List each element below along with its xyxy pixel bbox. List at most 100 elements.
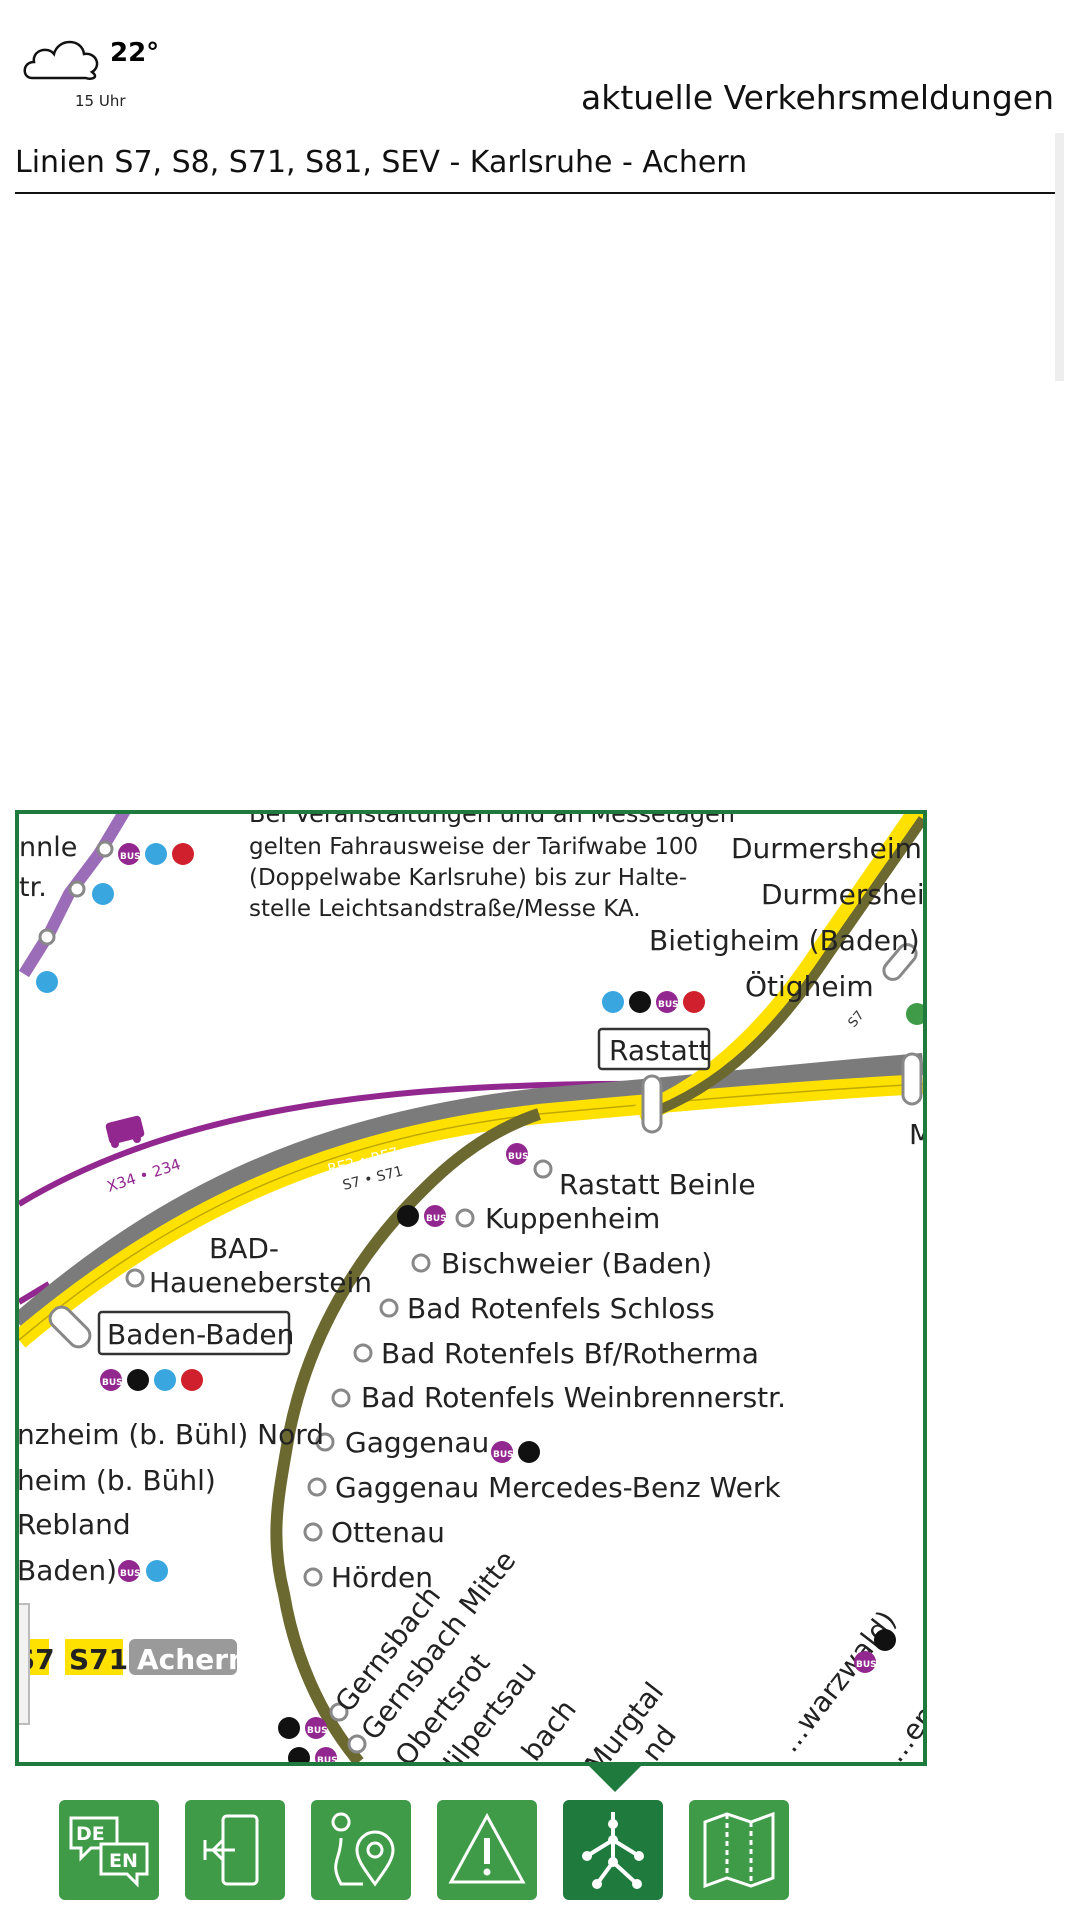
- svg-text:BUS: BUS: [856, 1660, 877, 1670]
- baden-baden-label-box: [97, 1310, 291, 1356]
- map-notice-line: gelten Fahrausweise der Tarifwabe 100: [249, 834, 698, 860]
- route-pin-icon: [331, 1812, 395, 1887]
- bus-icon: [118, 843, 140, 865]
- bus-icon: [854, 1651, 876, 1673]
- play-icon: [154, 1369, 176, 1391]
- station-label: Bietigheim (Baden): [649, 924, 920, 957]
- park-icon: [906, 1003, 923, 1025]
- login-button[interactable]: [185, 1800, 285, 1900]
- alerts-button[interactable]: [437, 1800, 537, 1900]
- taxi-icon: [629, 991, 651, 1013]
- network-map[interactable]: Bei Veranstaltungen und an Messetagen ge…: [15, 810, 927, 1766]
- station-label: heim (b. Bühl): [19, 1464, 216, 1497]
- station-label: Durmersheim N: [731, 832, 923, 865]
- network-map-button[interactable]: [563, 1800, 663, 1900]
- play-icon: [145, 843, 167, 865]
- svg-text:BUS: BUS: [426, 1214, 447, 1224]
- lines-heading: Linien S7, S8, S71, S81, SEV - Karlsruhe…: [15, 135, 1055, 194]
- rastatt-label-box: [597, 1027, 711, 1071]
- play-icon: [92, 883, 114, 905]
- station-marker: [901, 1052, 923, 1106]
- network-map-svg: Bei Veranstaltungen und an Messetagen ge…: [19, 814, 923, 1762]
- station-marker: [96, 840, 114, 858]
- bike-icon: [181, 1369, 203, 1391]
- station-label: Bad Rotenfels Weinbrennerstr.: [361, 1381, 786, 1414]
- station-label: Rebland: [19, 1508, 131, 1541]
- station-marker: [68, 880, 86, 898]
- bus-line: [19, 1080, 650, 1207]
- bus-icon: [118, 1560, 140, 1582]
- phone-login-icon: [203, 1814, 259, 1886]
- station-label: Durmersheim: [761, 878, 923, 911]
- weather-widget: 22° 15 Uhr: [20, 30, 170, 120]
- bike-icon: [683, 991, 705, 1013]
- station-label-rastatt: Rastatt: [609, 1034, 710, 1067]
- page-title: aktuelle Verkehrsmeldungen: [581, 78, 1054, 117]
- svg-text:Achern: Achern: [137, 1643, 248, 1676]
- station-label: ...warzwald): [773, 1604, 903, 1758]
- station-label: Hörden: [331, 1561, 433, 1594]
- svg-text:BUS: BUS: [120, 1569, 141, 1579]
- svg-text:BUS: BUS: [658, 1000, 679, 1010]
- warning-icon: [448, 1812, 526, 1884]
- taxi-icon: [518, 1441, 540, 1463]
- station-label-baden-baden: Baden-Baden: [107, 1318, 294, 1351]
- station-label: tr.: [19, 872, 47, 903]
- station-label: Bad Rotenfels Bf/Rotherma: [381, 1337, 759, 1370]
- scrollbar[interactable]: [1055, 133, 1064, 381]
- play-icon: [146, 1560, 168, 1582]
- bus-icon: [506, 1143, 528, 1165]
- murg-line: [270, 1108, 541, 1762]
- svg-text:X34 • 234: X34 • 234: [105, 1155, 183, 1196]
- language-button[interactable]: DE EN: [59, 1800, 159, 1900]
- cloud-icon: [23, 40, 99, 80]
- taxi-icon: [127, 1369, 149, 1391]
- bus-icon: [491, 1441, 513, 1463]
- map-button[interactable]: [689, 1800, 789, 1900]
- svg-text:BUS: BUS: [317, 1756, 338, 1762]
- svg-text:BUS: BUS: [508, 1152, 529, 1162]
- station-label: Bad Rotenfels Schloss: [407, 1292, 715, 1325]
- bike-icon: [172, 843, 194, 865]
- station-label: M: [909, 1118, 923, 1151]
- bus-icon: [656, 991, 678, 1013]
- achern-badge: [129, 1639, 237, 1675]
- station-label: Gaggenau Mercedes-Benz Werk: [335, 1471, 781, 1504]
- station-marker: [882, 943, 918, 981]
- station-marker: [38, 928, 56, 946]
- station-label: ...en: [879, 1699, 923, 1762]
- service-icons: BUS BUS BUS BUS BUS BUS BUS BUS BUS BUS: [36, 843, 923, 1762]
- lines-heading-text: Linien S7, S8, S71, S81, SEV - Karlsruhe…: [15, 145, 748, 180]
- svg-text:S8: S8: [863, 1012, 885, 1034]
- tram-line: [19, 814, 130, 978]
- bus-vehicle-icon: [105, 1115, 145, 1148]
- station-label: nzheim (b. Bühl) Nord: [19, 1418, 324, 1451]
- network-map-icon: [582, 1812, 644, 1889]
- language-de-en-icon: DE EN: [69, 1816, 149, 1888]
- bus-icon: [100, 1369, 122, 1391]
- taxi-icon: [397, 1205, 419, 1227]
- map-notice-line: stelle Leichtsandstraße/Messe KA.: [249, 896, 641, 922]
- active-tab-pointer: [589, 1766, 641, 1792]
- taxi-icon: [874, 1629, 896, 1651]
- map-notice-top: Bei Veranstaltungen und an Messetagen: [249, 814, 735, 828]
- bus-icon: [424, 1205, 446, 1227]
- baden-baden-station-marker: [48, 1305, 92, 1349]
- folded-map-icon: [703, 1811, 775, 1889]
- bus-icon: [315, 1747, 337, 1762]
- svg-text:DE: DE: [76, 1823, 105, 1845]
- station-label: BAD-: [209, 1232, 279, 1265]
- line-badge-s71: [65, 1639, 123, 1675]
- svg-text:BUS: BUS: [102, 1378, 123, 1388]
- station-label: Rastatt Beinle: [559, 1168, 756, 1201]
- station-label: Bischweier (Baden): [441, 1247, 712, 1280]
- station-label: nnle: [19, 832, 77, 863]
- station-label: Ottenau: [331, 1516, 445, 1549]
- station-label: Kuppenheim: [485, 1202, 660, 1235]
- journey-planner-button[interactable]: [311, 1800, 411, 1900]
- svg-text:BUS: BUS: [120, 852, 141, 862]
- station-label: Haueneberstein: [149, 1266, 372, 1299]
- svg-text:BUS: BUS: [493, 1450, 514, 1460]
- station-label: Baden): [19, 1554, 117, 1587]
- weather-time: 15 Uhr: [75, 92, 126, 110]
